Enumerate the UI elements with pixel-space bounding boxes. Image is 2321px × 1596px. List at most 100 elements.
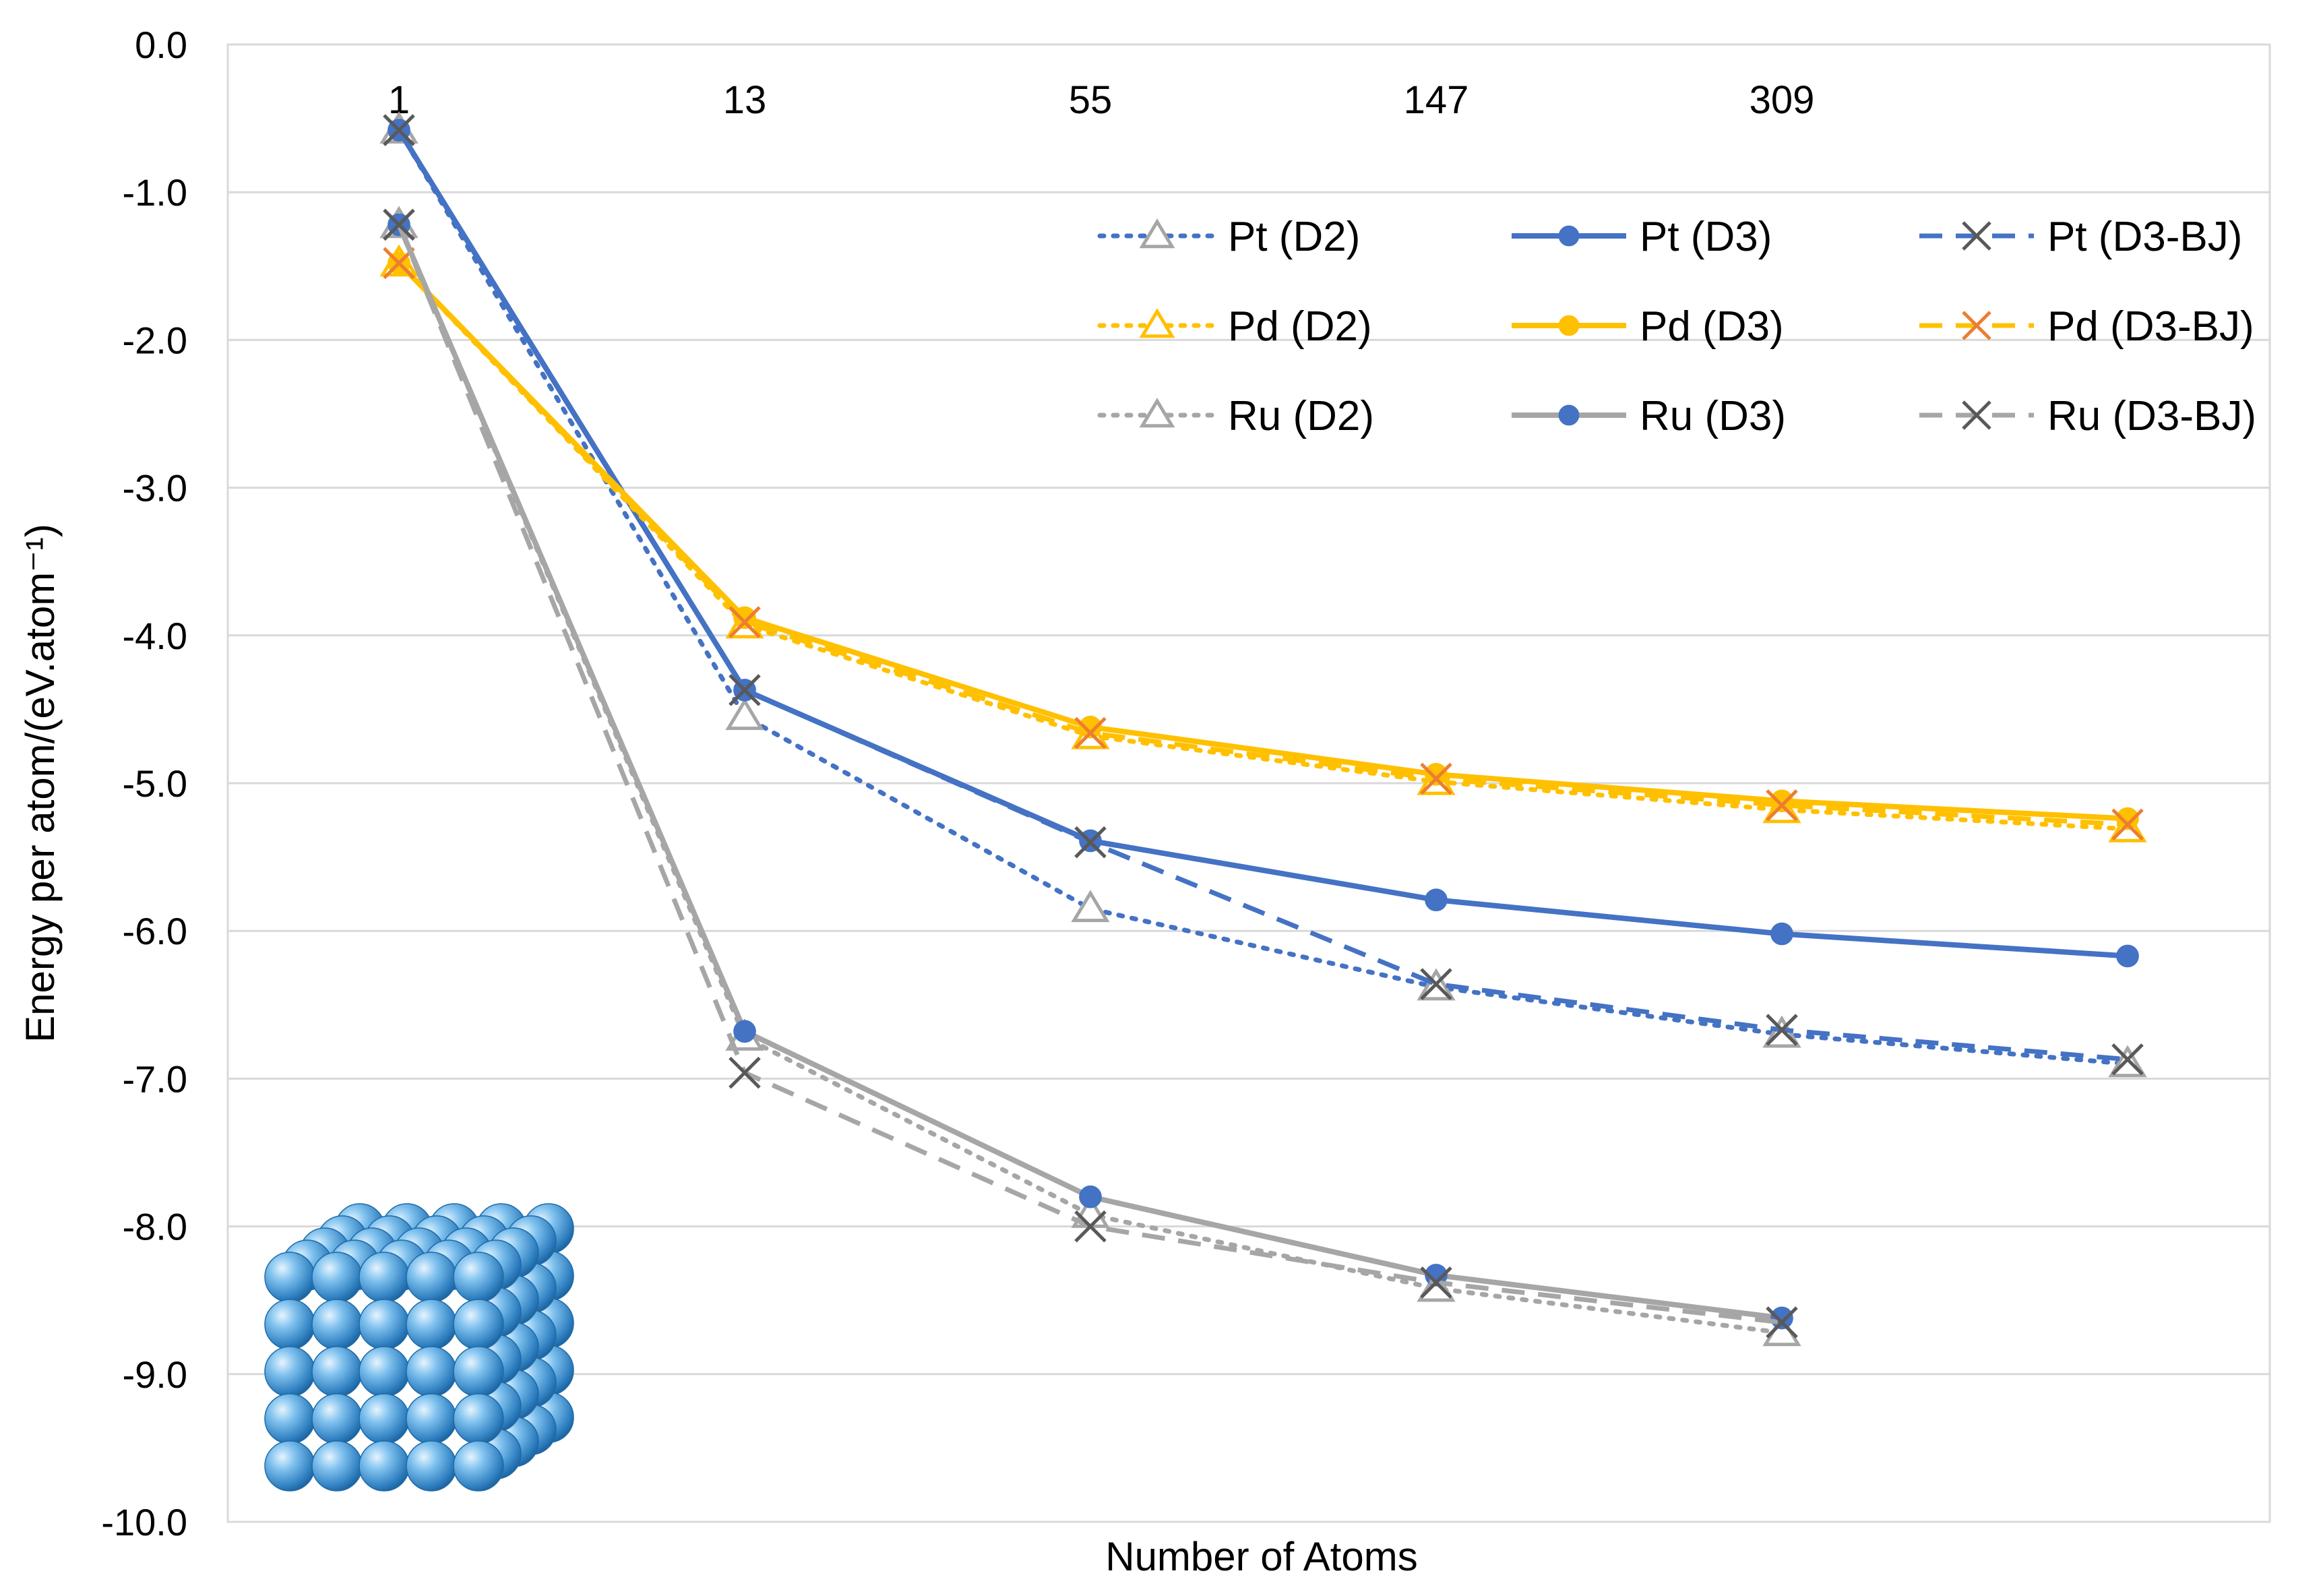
series-path <box>396 223 1783 1321</box>
data-point <box>383 114 415 146</box>
data-point <box>729 606 761 638</box>
legend-entry: Pt (D3) <box>1512 214 1772 260</box>
series-line <box>383 114 2144 1076</box>
data-point <box>1770 1306 1793 1330</box>
data-point <box>1558 315 1580 336</box>
category-labels: 1 13 55 147 309 <box>388 78 1815 122</box>
data-point <box>1766 1306 1798 1339</box>
data-point <box>729 674 761 706</box>
cube-sphere <box>406 1346 457 1397</box>
legend-label: Pd (D2) <box>1228 303 1372 350</box>
y-axis-title: Energy per atom/(eV.atom⁻¹) <box>18 524 63 1043</box>
cube-sphere <box>311 1346 363 1397</box>
y-tick-label: -5.0 <box>123 762 188 805</box>
data-point <box>1766 1014 1798 1046</box>
legend-entry: Ru (D3) <box>1512 393 1786 439</box>
y-tick-label: 0.0 <box>135 24 187 66</box>
cube-sphere <box>311 1440 363 1492</box>
series-line <box>379 206 1801 1347</box>
legend-entry: Ru (D2) <box>1097 393 1374 439</box>
series-path <box>397 261 2128 827</box>
legend-entry: Pd (D3) <box>1512 303 1784 350</box>
data-point <box>1425 763 1448 786</box>
series-line <box>383 208 1798 1339</box>
data-point <box>1074 826 1107 859</box>
cube-sphere <box>406 1440 457 1492</box>
cube-sphere <box>264 1440 315 1492</box>
cube-sphere <box>264 1346 315 1397</box>
data-point <box>1770 922 1793 946</box>
legend-entry: Pt (D3-BJ) <box>1919 214 2242 260</box>
data-point <box>1074 716 1107 749</box>
y-tick-label: -6.0 <box>123 910 188 952</box>
data-point <box>1139 218 1175 249</box>
y-tick-label: -8.0 <box>123 1206 188 1248</box>
data-point <box>725 698 764 731</box>
cube-sphere <box>406 1299 457 1350</box>
data-point <box>1079 1185 1102 1208</box>
data-point <box>733 606 756 630</box>
data-point <box>1420 762 1452 795</box>
legend-entry: Pt (D2) <box>1097 214 1360 260</box>
cube-sphere <box>359 1299 410 1350</box>
cube-sphere <box>264 1252 315 1303</box>
y-tick-label: -2.0 <box>123 319 188 361</box>
series-path <box>397 129 2128 1062</box>
legend-entry: Pd (D2) <box>1097 303 1372 350</box>
cube-sphere <box>453 1252 504 1303</box>
legend-entry: Ru (D3-BJ) <box>1919 393 2256 439</box>
y-tick-label: -3.0 <box>123 467 188 510</box>
data-point <box>1770 789 1793 813</box>
y-tick-label: -1.0 <box>123 171 188 214</box>
data-point <box>1962 221 1991 251</box>
data-point <box>2116 944 2139 968</box>
cube-sphere <box>406 1252 457 1303</box>
legend-entry: Pd (D3-BJ) <box>1919 303 2254 350</box>
data-point <box>1071 890 1110 923</box>
data-point <box>2111 808 2144 841</box>
y-tick-label: -4.0 <box>123 615 188 657</box>
data-point <box>2111 1043 2144 1076</box>
cube-sphere <box>359 1440 410 1492</box>
series-path <box>396 222 1785 1335</box>
legend-label: Pd (D3-BJ) <box>2047 303 2254 350</box>
data-point <box>733 1020 756 1043</box>
data-point <box>1139 398 1175 428</box>
y-tick-label: -10.0 <box>101 1501 187 1543</box>
cube-sphere <box>453 1393 504 1444</box>
data-point <box>1139 308 1175 338</box>
data-point <box>1558 225 1580 247</box>
y-tick-labels: 0.0 -1.0 -2.0 -3.0 -4.0 -5.0 -6.0 -7.0 -8.0 -9.0 -… <box>101 24 187 1543</box>
legend-label: Pt (D2) <box>1228 214 1360 260</box>
data-point <box>383 208 415 241</box>
data-point <box>1558 404 1580 426</box>
series-line <box>388 213 1793 1330</box>
series-path <box>396 127 2130 1066</box>
cube-sphere <box>406 1393 457 1444</box>
legend-label: Pt (D3-BJ) <box>2047 214 2242 260</box>
cube-sphere <box>453 1299 504 1350</box>
x-axis-title: Number of Atoms <box>1105 1534 1418 1579</box>
y-tick-label: -7.0 <box>123 1057 188 1100</box>
cube-sphere <box>359 1252 410 1303</box>
cube-sphere <box>359 1393 410 1444</box>
legend-label: Ru (D2) <box>1228 393 1374 439</box>
category-label: 13 <box>723 78 767 122</box>
series-layer <box>379 111 2147 1347</box>
legend-label: Pt (D3) <box>1640 214 1772 260</box>
legend-label: Pd (D3) <box>1640 303 1784 350</box>
cube-sphere <box>264 1299 315 1350</box>
cube-sphere <box>264 1393 315 1444</box>
series-path <box>397 261 2128 822</box>
data-point <box>1766 789 1798 822</box>
y-tick-label: -9.0 <box>123 1353 188 1396</box>
category-label: 147 <box>1404 78 1469 122</box>
data-point <box>1962 400 1991 430</box>
legend-label: Ru (D3) <box>1640 393 1786 439</box>
cube-sphere <box>311 1393 363 1444</box>
data-point <box>1417 1269 1456 1302</box>
cube-sphere <box>359 1346 410 1397</box>
legend: Pt (D2) Pt (D3) Pt (D3-BJ) Pd (D2) Pd (D3) Pd… <box>1097 214 2256 439</box>
data-point <box>1074 1210 1107 1243</box>
